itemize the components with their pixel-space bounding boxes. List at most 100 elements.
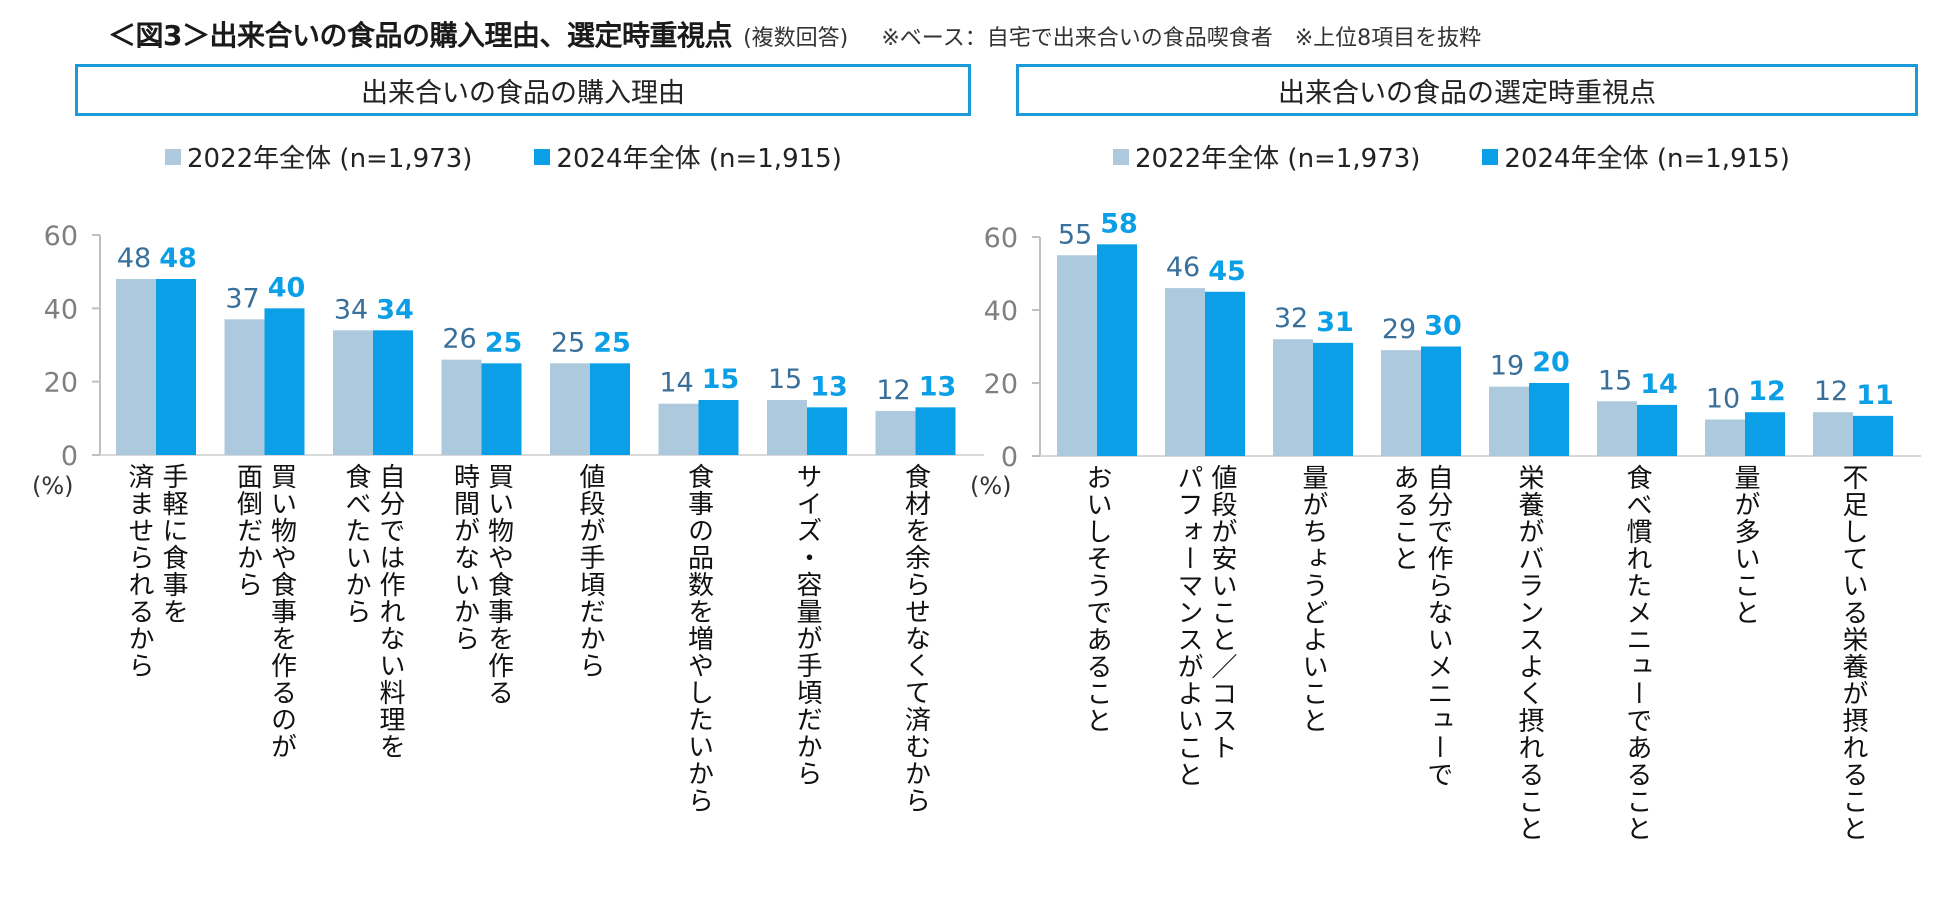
y-tick-label: 60 — [44, 221, 78, 252]
bar-2024 — [481, 363, 522, 455]
data-label-2022: 19 — [1490, 351, 1524, 382]
data-label-2024: 15 — [702, 364, 740, 395]
bar-2024 — [1637, 404, 1677, 456]
category-label: 買い物や食事を作るのが 面倒だから — [232, 463, 297, 760]
data-label-2022: 15 — [1598, 365, 1632, 396]
right-y-unit: (%) — [970, 472, 1012, 500]
right-bar-chart: 0 20 40 60 55 58 46 45 32 31 29 30 19 20 15 14 10 12 12 11 — [984, 208, 1921, 473]
right-panel-title: 出来合いの食品の選定時重視点 — [1016, 64, 1918, 116]
figure-title-row: ＜図3＞出来合いの食品の購入理由、選定時重視点 (複数回答) ※ベース：自宅で出… — [108, 14, 1481, 54]
data-label-2022: 32 — [1274, 303, 1308, 334]
bar-2022 — [1165, 288, 1205, 456]
bar-2022 — [875, 411, 916, 455]
category-label: 自分では作れない料理を 食べたいから — [341, 463, 405, 760]
legend-swatch-2024 — [1482, 148, 1499, 165]
left-bar-chart: 0 20 40 60 48 48 37 40 34 34 26 25 25 25 14 15 15 13 12 13 — [44, 221, 984, 472]
data-label-2024: 12 — [1748, 376, 1786, 407]
bar-2022 — [224, 319, 265, 455]
category-label: 食べ慣れたメニューであること — [1622, 464, 1652, 842]
category-label: 栄養がバランスよく摂れること — [1514, 464, 1544, 842]
data-label-2024: 40 — [268, 272, 306, 303]
bar-2024 — [373, 330, 413, 455]
bar-2022 — [1597, 401, 1637, 456]
data-label-2022: 37 — [225, 283, 259, 314]
left-y-unit: (%) — [32, 472, 74, 500]
data-label-2024: 14 — [1640, 369, 1678, 400]
bar-2022 — [1813, 412, 1853, 456]
category-label: 量がちょうどよいこと — [1298, 464, 1328, 734]
bar-2022 — [441, 359, 482, 455]
data-label-2022: 10 — [1706, 384, 1740, 415]
data-label-2024: 11 — [1856, 380, 1894, 411]
bar-2022 — [1489, 386, 1529, 456]
data-label-2022: 14 — [659, 368, 693, 399]
bar-2024 — [1853, 415, 1893, 456]
data-label-2022: 29 — [1382, 314, 1416, 345]
bar-2024 — [264, 308, 305, 455]
data-label-2022: 15 — [768, 364, 802, 395]
bar-2024 — [1097, 244, 1137, 456]
legend-label-2022: 2022年全体 (n=1,973) — [1135, 144, 1421, 174]
bar-2024 — [1205, 291, 1245, 456]
data-label-2024: 25 — [485, 327, 523, 358]
legend-swatch-2022 — [1113, 148, 1129, 165]
bar-2022 — [1057, 255, 1097, 456]
bar-2024 — [590, 363, 630, 455]
figure-title: ＜図3＞出来合いの食品の購入理由、選定時重視点 — [108, 19, 733, 52]
category-label: 値段が安いこと／コスト パフォーマンスがよいこと — [1173, 464, 1237, 788]
bar-2024 — [915, 407, 956, 455]
bar-2022 — [658, 403, 699, 455]
data-label-2024: 34 — [376, 294, 414, 325]
bar-2024 — [1313, 342, 1353, 456]
data-label-2024: 13 — [919, 371, 957, 402]
data-label-2022: 25 — [551, 327, 585, 358]
bar-2024 — [698, 400, 739, 455]
legend-label-2024: 2024年全体 (n=1,915) — [1504, 144, 1790, 174]
bar-2022 — [550, 363, 590, 455]
y-tick-label: 0 — [61, 441, 78, 472]
category-label: 手軽に食事を 済ませられるから — [124, 463, 188, 679]
data-label-2024: 30 — [1424, 311, 1462, 342]
figure-note: ※ベース：自宅で出来合いの食品喫食者 ※上位8項目を抜粋 — [881, 26, 1482, 51]
legend-label-2022: 2022年全体 (n=1,973) — [187, 144, 473, 174]
data-label-2022: 48 — [117, 243, 151, 274]
data-label-2024: 13 — [810, 371, 848, 402]
data-label-2022: 34 — [334, 294, 368, 325]
y-tick-label: 20 — [44, 368, 78, 399]
left-legend: 2022年全体 (n=1,973) 2024年全体 (n=1,915) — [165, 138, 842, 175]
bar-2022 — [1273, 339, 1313, 456]
y-tick-label: 0 — [1001, 442, 1018, 473]
y-tick-label: 60 — [984, 223, 1018, 254]
category-label: サイズ・容量が手頃だから — [792, 463, 822, 787]
category-label: 量が多いこと — [1730, 464, 1760, 626]
y-tick-label: 20 — [984, 369, 1018, 400]
legend-swatch-2024 — [534, 148, 551, 165]
left-panel-title: 出来合いの食品の購入理由 — [75, 64, 971, 116]
data-label-2022: 12 — [1814, 376, 1848, 407]
legend-item-2022: 2022年全体 (n=1,973) — [1113, 138, 1420, 175]
legend-item-2024: 2024年全体 (n=1,915) — [534, 138, 842, 175]
y-tick-label: 40 — [984, 296, 1018, 327]
figure-subtitle: (複数回答) — [743, 26, 849, 51]
legend-item-2024: 2024年全体 (n=1,915) — [1482, 138, 1790, 175]
category-label: 食材を余らせなくて済むから — [900, 463, 931, 814]
data-label-2022: 12 — [876, 375, 910, 406]
data-label-2022: 55 — [1058, 219, 1092, 250]
category-label: 自分で作らないメニューで あること — [1389, 464, 1453, 788]
category-label: 食事の品数を増やしたいから — [683, 463, 714, 814]
data-label-2024: 45 — [1208, 256, 1246, 287]
bar-2024 — [1529, 383, 1569, 456]
data-label-2024: 25 — [593, 327, 631, 358]
category-label: 不足している栄養が摂れること — [1838, 464, 1868, 842]
category-label: おいしそうであること — [1082, 464, 1112, 734]
category-label: 買い物や食事を作る 時間がないから — [449, 463, 514, 706]
data-label-2024: 31 — [1316, 307, 1354, 338]
data-label-2024: 20 — [1532, 347, 1570, 378]
bar-2022 — [333, 330, 373, 455]
data-label-2024: 58 — [1100, 208, 1138, 239]
bar-2022 — [116, 279, 156, 455]
data-label-2022: 46 — [1166, 252, 1200, 283]
y-tick-label: 40 — [44, 294, 78, 325]
data-label-2022: 26 — [442, 324, 476, 355]
